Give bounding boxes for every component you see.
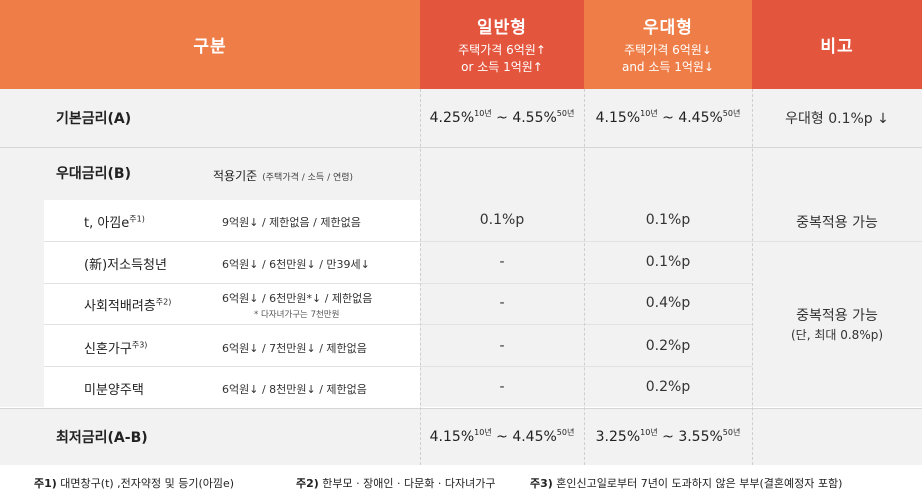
pref-item-name: (新)저소득청년	[84, 258, 167, 273]
column-divider	[752, 89, 753, 465]
footnote-1: 주1) 대면창구(t) ,전자약정 및 등기(아낌e)	[34, 477, 235, 490]
pref-rate-items-bg	[44, 200, 420, 407]
pref-item-criteria: 6억원↓ / 6천만원↓ / 만39세↓	[222, 258, 370, 271]
pref-item-name: 사회적배려층주2)	[84, 297, 172, 314]
pref-item-criteria: 6억원↓ / 6천만원*↓ / 제한없음	[222, 292, 373, 305]
header-general: 일반형 주택가격 6억원↑ or 소득 1억원↑	[420, 0, 584, 89]
pref-rate-label: 우대금리(B)	[56, 166, 131, 182]
base-rate-note: 우대형 0.1%p ↓	[785, 111, 889, 127]
min-rate-preferential: 3.25%10년 ~ 3.55%50년	[595, 428, 741, 445]
pref-item-general: 0.1%p	[479, 212, 525, 228]
footnote-3: 주3) 혼인신고일로부터 7년이 도과하지 않은 부부(결혼예정자 포함)	[530, 477, 843, 490]
column-divider	[584, 89, 585, 465]
pref-item-criteria-note: * 다자녀가구는 7천만원	[254, 310, 340, 320]
column-divider	[420, 89, 421, 465]
pref-item-criteria: 6억원↓ / 7천만원↓ / 제한없음	[222, 342, 367, 355]
header-note: 비고	[752, 0, 922, 89]
min-rate-label: 최저금리(A-B)	[56, 430, 148, 446]
pref-item-preferential: 0.2%p	[645, 338, 691, 354]
pref-item-general: -	[499, 338, 505, 354]
row-divider	[0, 147, 922, 148]
pref-item-criteria: 9억원↓ / 제한없음 / 제한없음	[222, 216, 361, 229]
pref-note-duplicate-max: 중복적용 가능	[796, 308, 878, 324]
row-divider	[44, 366, 752, 367]
pref-item-general: -	[499, 295, 505, 311]
header-general-line2: or 소득 1억원↑	[461, 60, 543, 74]
pref-item-general: -	[499, 379, 505, 395]
row-divider	[44, 241, 752, 242]
header-preferential-line1: 주택가격 6억원↓	[624, 43, 712, 57]
pref-item-preferential: 0.4%p	[645, 295, 691, 311]
row-divider	[44, 283, 752, 284]
footnote-2: 주2) 한부모 · 장애인 · 다문화 · 다자녀가구	[296, 477, 496, 490]
base-rate-label: 기본금리(A)	[56, 111, 132, 127]
header-preferential-title: 우대형	[643, 18, 693, 38]
header-gubun-title: 구분	[193, 37, 227, 57]
pref-item-general: -	[499, 254, 505, 270]
pref-item-name: t, 아낌e주1)	[84, 214, 145, 231]
pref-item-name: 신혼가구주3)	[84, 340, 148, 357]
pref-item-preferential: 0.1%p	[645, 254, 691, 270]
header-note-title: 비고	[820, 37, 854, 57]
base-rate-preferential: 4.15%10년 ~ 4.45%50년	[595, 109, 741, 126]
row-divider	[44, 324, 752, 325]
criteria-title: 적용기준	[213, 169, 258, 183]
min-rate-general: 4.15%10년 ~ 4.45%50년	[429, 428, 575, 445]
row-divider	[0, 408, 922, 409]
pref-item-preferential: 0.2%p	[645, 379, 691, 395]
header-general-title: 일반형	[477, 18, 527, 38]
pref-item-name: 미분양주택	[84, 383, 144, 398]
criteria-subtitle: (주택가격 / 소득 / 연령)	[262, 173, 354, 183]
pref-item-criteria: 6억원↓ / 8천만원↓ / 제한없음	[222, 383, 367, 396]
pref-note-duplicate: 중복적용 가능	[796, 215, 878, 231]
row-divider	[752, 241, 922, 242]
base-rate-row-bg	[0, 89, 922, 147]
pref-item-preferential: 0.1%p	[645, 212, 691, 228]
pref-note-max: (단, 최대 0.8%p)	[790, 328, 884, 342]
header-gubun: 구분	[0, 0, 420, 89]
criteria-header: 적용기준 (주택가격 / 소득 / 연령)	[213, 165, 353, 184]
header-preferential-line2: and 소득 1억원↓	[621, 60, 715, 74]
base-rate-general: 4.25%10년 ~ 4.55%50년	[429, 109, 575, 126]
header-general-line1: 주택가격 6억원↑	[458, 43, 546, 57]
min-rate-row-bg	[0, 409, 922, 465]
header-preferential: 우대형 주택가격 6억원↓ and 소득 1억원↓	[584, 0, 752, 89]
